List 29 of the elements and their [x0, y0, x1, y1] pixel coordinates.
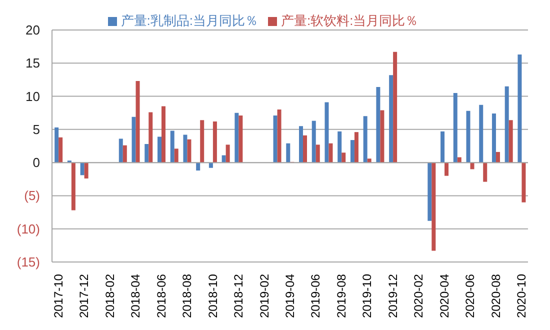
x-tick-label: 2018-02 [102, 274, 117, 318]
y-tick-label: 0 [32, 155, 40, 170]
x-tick-label: 2017-10 [51, 274, 66, 318]
y-tick-label: (15) [16, 254, 40, 270]
y-tick-label: (5) [24, 188, 40, 204]
legend-label: 产量:软饮料:当月同比％ [281, 13, 418, 28]
y-tick-label: 5 [32, 122, 40, 137]
x-tick-label: 2020-04 [437, 274, 452, 318]
x-tick-label: 2019-02 [257, 274, 272, 318]
x-tick-label: 2018-08 [180, 274, 194, 318]
x-tick-label: 2018-04 [128, 274, 143, 318]
y-tick-label: 20 [26, 22, 40, 38]
x-tick-label: 2020-06 [463, 274, 478, 318]
x-tick-label: 2020-02 [412, 274, 426, 318]
x-tick-label: 2019-08 [334, 274, 348, 318]
y-tick-label: 10 [26, 88, 40, 104]
legend-label: 产量:乳制品:当月同比％ [120, 13, 258, 28]
y-tick-label: 15 [26, 56, 40, 71]
x-tick-label: 2019-06 [308, 274, 323, 318]
x-tick-label: 2017-12 [77, 274, 92, 318]
x-tick-label: 2019-10 [360, 274, 374, 318]
x-tick-label: 2019-04 [283, 274, 297, 318]
x-tick-label: 2019-12 [386, 274, 400, 318]
x-tick-label: 2020-10 [514, 274, 529, 318]
x-tick-label: 2020-08 [488, 274, 503, 318]
x-tick-label: 2018-06 [154, 274, 168, 318]
y-tick-label: (10) [16, 221, 40, 236]
x-tick-label: 2018-12 [232, 274, 246, 318]
x-tick-label: 2018-10 [206, 274, 220, 318]
